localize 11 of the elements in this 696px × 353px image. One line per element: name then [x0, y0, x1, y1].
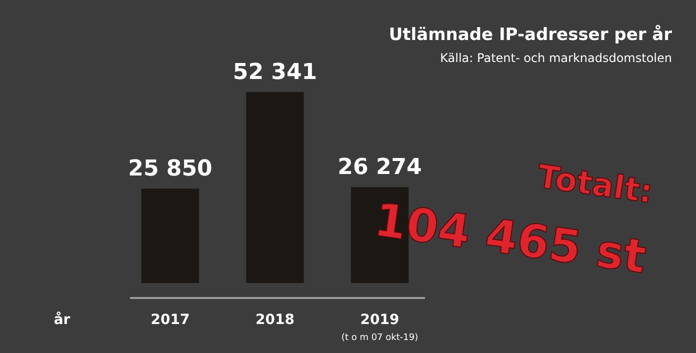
text: Utlämnade IP-adresser per år	[388, 24, 673, 45]
data-label: 52 341	[232, 60, 318, 85]
data-label: 25 850	[128, 156, 212, 182]
text: (t o m 07 okt-19)	[341, 333, 418, 343]
data-label: 26 274	[338, 155, 422, 180]
text: Totalt:	[535, 157, 655, 211]
x-tick-label: 2018	[256, 312, 294, 328]
x-axis-title: år	[54, 311, 70, 328]
x-tick-label: 2017	[150, 312, 190, 328]
text: Källa: Patent- och marknadsdomstolen	[440, 51, 672, 65]
x-tick-label: 2019	[360, 312, 400, 328]
